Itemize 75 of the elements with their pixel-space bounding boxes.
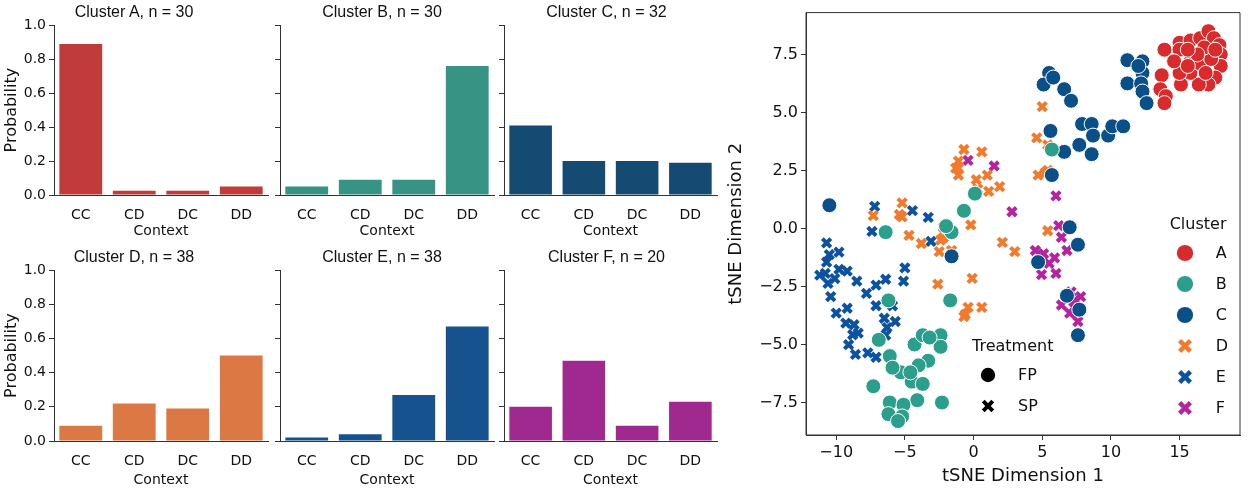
y-axis-title: Probability: [0, 67, 20, 153]
x-axis-title: Context: [359, 222, 415, 239]
x-tick-label: CC: [520, 206, 541, 223]
y-tick-label: 0.6: [23, 329, 47, 346]
x-tick-label: CD: [123, 206, 145, 223]
x-tick-label: DC: [403, 452, 425, 469]
x-tick-label: CC: [520, 452, 541, 469]
legend-label: F: [1215, 398, 1225, 417]
legend-label: C: [1215, 305, 1227, 324]
x-tick-label: 5: [1037, 441, 1048, 461]
x-tick-label: CC: [296, 452, 317, 469]
x-tick-label: DC: [177, 206, 199, 223]
x-axis-title: Context: [359, 471, 415, 488]
chart-title: Cluster F, n = 20: [548, 248, 666, 266]
x-axis-title: tSNE Dimension 1: [942, 463, 1104, 485]
y-tick-label: 1.0: [23, 260, 46, 277]
y-tick-label: 0.0: [772, 217, 798, 237]
chart-title: Cluster A, n = 30: [74, 3, 194, 21]
x-axis-title: Context: [133, 222, 189, 239]
x-tick-label: CD: [573, 206, 595, 223]
x-tick-label: DC: [403, 206, 425, 223]
x-tick-label: DD: [230, 206, 253, 223]
legend-label: D: [1215, 336, 1228, 355]
x-tick-label: CC: [70, 206, 91, 223]
x-tick-label: 15: [1169, 441, 1190, 461]
x-tick-label: 10: [1100, 441, 1122, 461]
x-tick-label: DD: [679, 452, 702, 469]
x-tick-label: DD: [230, 452, 253, 469]
chart-title: Cluster D, n = 38: [73, 248, 195, 266]
x-tick-label: CC: [296, 206, 317, 223]
x-axis-title: Context: [133, 471, 189, 488]
x-tick-label: DC: [626, 206, 648, 223]
y-tick-label: 7.5: [772, 43, 798, 63]
x-tick-label: DC: [626, 452, 648, 469]
x-axis-title: Context: [583, 471, 639, 488]
x-axis-title: Context: [583, 222, 639, 239]
y-tick-label: 0.0: [23, 431, 46, 448]
y-axis-title: tSNE Dimension 2: [724, 142, 746, 305]
y-tick-label: −7.5: [759, 391, 798, 411]
x-tick-label: DD: [456, 452, 479, 469]
legend-title: Cluster: [1169, 214, 1228, 233]
y-axis-title: Probability: [0, 313, 20, 398]
y-tick-label: 0.0: [23, 185, 46, 202]
y-tick-label: 0.2: [23, 397, 46, 414]
y-tick-label: 1.0: [23, 15, 46, 32]
legend-label: A: [1215, 243, 1227, 262]
x-tick-label: CD: [349, 206, 371, 223]
x-tick-label: CC: [70, 452, 91, 469]
y-tick-label: 0.8: [23, 49, 46, 66]
y-tick-label: 0.2: [23, 151, 46, 168]
y-tick-label: −5.0: [759, 333, 798, 353]
y-tick-label: 0.4: [23, 363, 47, 380]
chart-title: Cluster E, n = 38: [322, 248, 442, 266]
y-tick-label: −2.5: [759, 275, 798, 295]
x-tick-label: DD: [456, 206, 479, 223]
x-tick-label: DC: [177, 452, 199, 469]
y-tick-label: 0.6: [23, 83, 47, 100]
x-tick-label: −5: [893, 441, 917, 461]
chart-title: Cluster B, n = 30: [322, 3, 442, 21]
x-tick-label: −10: [819, 441, 854, 461]
y-tick-label: 2.5: [772, 159, 798, 179]
x-tick-label: 0: [968, 441, 979, 461]
annotation: SP: [1018, 396, 1038, 415]
x-tick-label: CD: [573, 452, 595, 469]
annotation: FP: [1018, 365, 1037, 384]
x-tick-label: CD: [349, 452, 371, 469]
chart-title: Cluster C, n = 32: [546, 3, 667, 21]
y-tick-label: 5.0: [772, 101, 798, 121]
x-tick-label: CD: [123, 452, 145, 469]
legend-label: B: [1215, 274, 1227, 293]
legend-label: E: [1215, 367, 1226, 386]
y-tick-label: 0.8: [23, 295, 46, 311]
y-tick-label: 0.4: [23, 117, 47, 134]
annotation: Treatment: [972, 336, 1054, 355]
x-tick-label: DD: [679, 206, 702, 223]
